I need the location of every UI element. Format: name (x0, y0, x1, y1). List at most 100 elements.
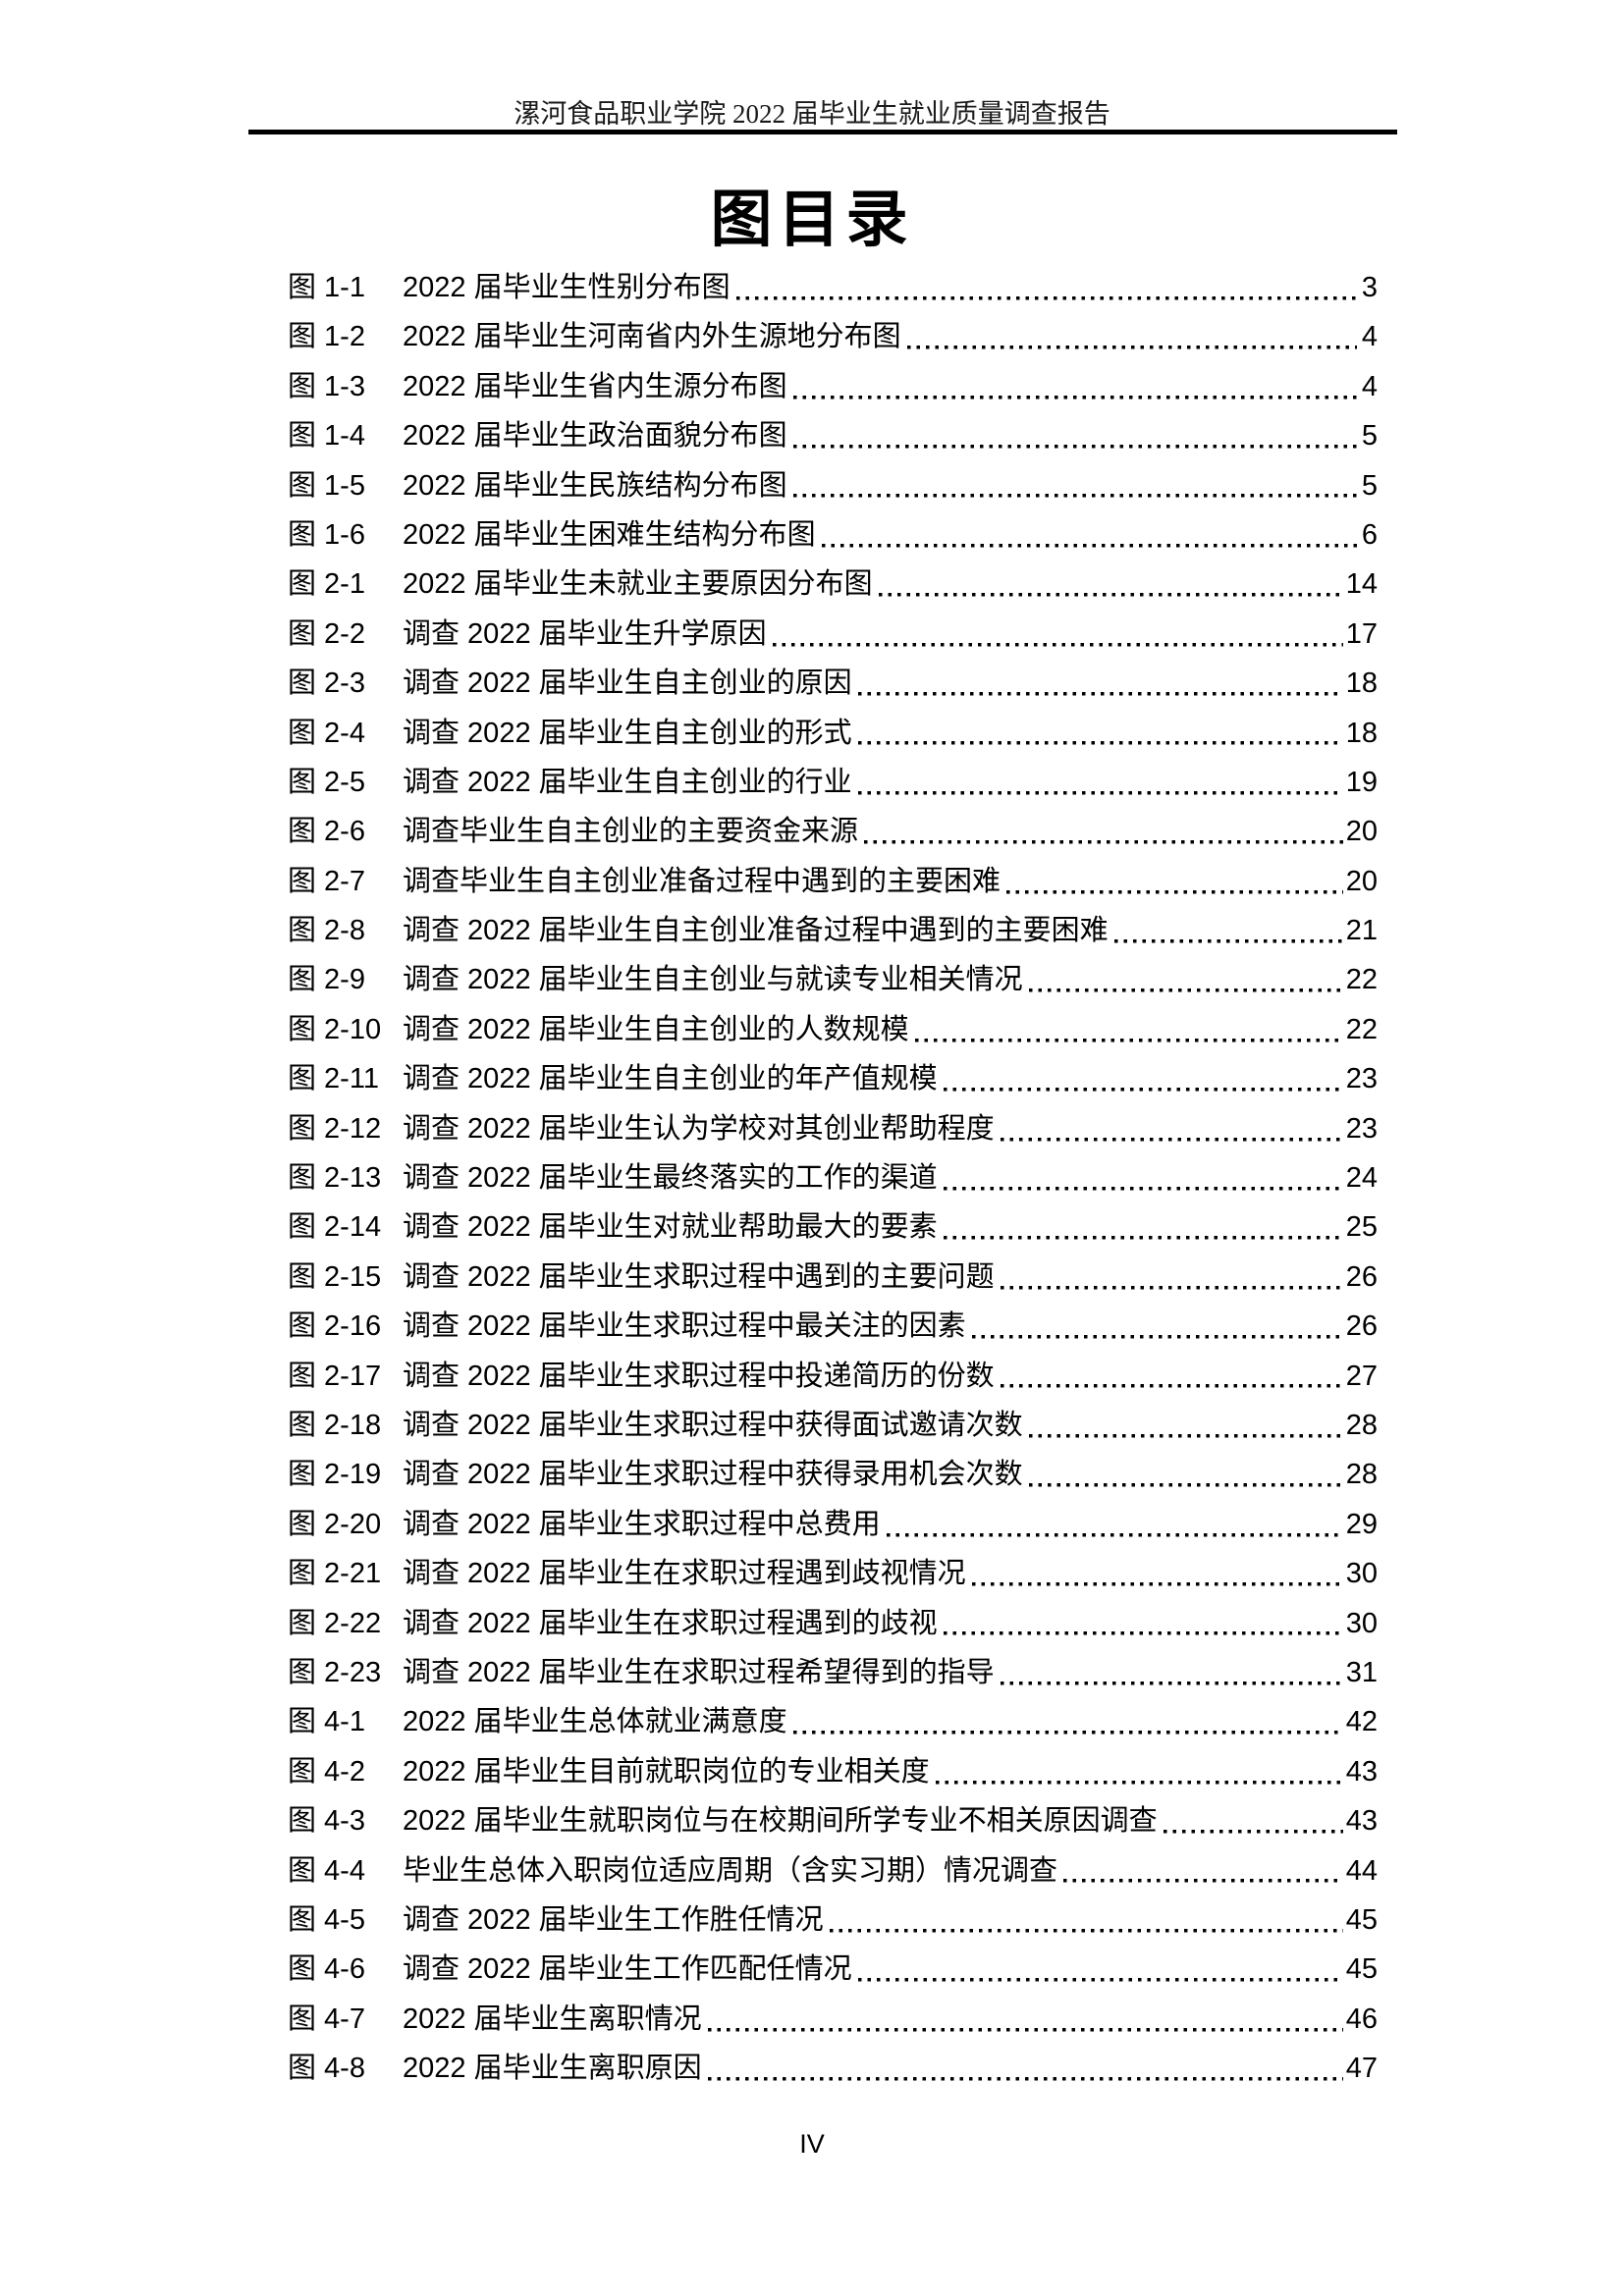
dotted-leader (886, 1499, 1343, 1550)
dotted-leader (1163, 1796, 1343, 1846)
toc-entry[interactable]: 图 4-3 2022 届毕业生就职岗位与在校期间所学专业不相关原因调查 43 (288, 1796, 1378, 1846)
toc-entry[interactable]: 图 2-14 调查 2022 届毕业生对就业帮助最大的要素 25 (288, 1202, 1378, 1253)
toc-entry-title: 调查 2022 届毕业生自主创业的原因 (403, 667, 852, 700)
toc-entry-title: 调查 2022 届毕业生求职过程中获得面试邀请次数 (403, 1409, 1023, 1441)
toc-entry-page-number: 27 (1345, 1360, 1378, 1392)
toc-entry-page-number: 23 (1345, 1112, 1378, 1145)
toc-entry-page-number: 46 (1345, 2002, 1378, 2035)
toc-entry-page-number: 30 (1345, 1558, 1378, 1590)
toc-entry[interactable]: 图 4-4 毕业生总体入职岗位适应周期（含实习期）情况调查 44 (288, 1845, 1378, 1896)
toc-entry[interactable]: 图 2-22 调查 2022 届毕业生在求职过程遇到的歧视 30 (288, 1598, 1378, 1648)
toc-entry[interactable]: 图 2-21 调查 2022 届毕业生在求职过程遇到歧视情况 30 (288, 1549, 1378, 1599)
dotted-leader (878, 560, 1343, 610)
toc-entry[interactable]: 图 2-16 调查 2022 届毕业生求职过程中最关注的因素 26 (288, 1302, 1378, 1352)
toc-entry-page-number: 29 (1345, 1508, 1378, 1540)
toc-entry[interactable]: 图 1-3 2022 届毕业生省内生源分布图 4 (288, 361, 1378, 412)
toc-entry[interactable]: 图 1-6 2022 届毕业生困难生结构分布图 6 (288, 509, 1378, 561)
toc-entry-page-number: 21 (1345, 915, 1378, 947)
toc-entry-title: 调查 2022 届毕业生最终落实的工作的渠道 (403, 1162, 938, 1195)
toc-entry-title: 2022 届毕业生就职岗位与在校期间所学专业不相关原因调查 (403, 1805, 1158, 1838)
toc-entry-label: 图 1-1 (288, 272, 365, 303)
toc-entry-title: 调查 2022 届毕业生认为学校对其创业帮助程度 (403, 1112, 995, 1145)
toc-entry[interactable]: 图 2-13 调查 2022 届毕业生最终落实的工作的渠道 24 (288, 1153, 1378, 1203)
toc-entry-label: 图 1-2 (288, 321, 365, 353)
toc-entry[interactable]: 图 1-4 2022 届毕业生政治面貌分布图 5 (288, 411, 1378, 461)
toc-entry[interactable]: 图 2-1 2022 届毕业生未就业主要原因分布图 14 (288, 560, 1378, 610)
toc-entry[interactable]: 图 1-1 2022 届毕业生性别分布图 3 (288, 263, 1378, 313)
dotted-leader (943, 1598, 1343, 1648)
toc-entry-label: 图 2-7 (288, 865, 365, 897)
toc-entry[interactable]: 图 2-2 调查 2022 届毕业生升学原因 17 (288, 609, 1378, 660)
toc-entry-page-number: 18 (1345, 667, 1378, 700)
toc-entry[interactable]: 图 2-8 调查 2022 届毕业生自主创业准备过程中遇到的主要困难 21 (288, 906, 1378, 956)
toc-entry-label: 图 2-15 (288, 1260, 382, 1293)
toc-entry-label: 图 2-13 (288, 1162, 382, 1195)
toc-entry[interactable]: 图 4-5 调查 2022 届毕业生工作胜任情况 45 (288, 1895, 1378, 1946)
toc-entry[interactable]: 图 2-5 调查 2022 届毕业生自主创业的行业 19 (288, 757, 1378, 808)
toc-entry-title: 2022 届毕业生目前就职岗位的专业相关度 (403, 1755, 930, 1788)
dotted-leader (943, 1054, 1343, 1104)
toc-entry[interactable]: 图 2-20 调查 2022 届毕业生求职过程中总费用 29 (288, 1499, 1378, 1550)
toc-entry-page-number: 45 (1345, 1953, 1378, 1986)
dotted-leader (857, 757, 1343, 808)
toc-entry[interactable]: 图 4-1 2022 届毕业生总体就业满意度 42 (288, 1697, 1378, 1747)
toc-entry-title: 调查 2022 届毕业生自主创业的人数规模 (403, 1013, 909, 1045)
toc-entry[interactable]: 图 2-10 调查 2022 届毕业生自主创业的人数规模 22 (288, 1004, 1378, 1055)
dotted-leader (857, 659, 1343, 709)
dotted-leader (1113, 906, 1343, 956)
dotted-leader (857, 1945, 1343, 1995)
dotted-leader (792, 460, 1357, 510)
toc-entry[interactable]: 图 2-3 调查 2022 届毕业生自主创业的原因 18 (288, 659, 1378, 709)
toc-entry[interactable]: 图 2-17 调查 2022 届毕业生求职过程中投递简历的份数 27 (288, 1351, 1378, 1401)
toc-entry[interactable]: 图 2-6 调查毕业生自主创业的主要资金来源 20 (288, 807, 1378, 857)
toc-entry-page-number: 26 (1345, 1260, 1378, 1293)
toc-entry-title: 调查 2022 届毕业生自主创业与就读专业相关情况 (403, 964, 1023, 996)
toc-entry-title: 调查 2022 届毕业生求职过程中最关注的因素 (403, 1310, 966, 1343)
toc-entry[interactable]: 图 2-18 调查 2022 届毕业生求职过程中获得面试邀请次数 28 (288, 1400, 1378, 1451)
toc-entry[interactable]: 图 2-7 调查毕业生自主创业准备过程中遇到的主要困难 20 (288, 856, 1378, 907)
toc-entry[interactable]: 图 2-4 调查 2022 届毕业生自主创业的形式 18 (288, 708, 1378, 758)
dotted-leader (792, 1697, 1343, 1747)
toc-entry-page-number: 5 (1361, 420, 1378, 453)
toc-entry[interactable]: 图 2-11 调查 2022 届毕业生自主创业的年产值规模 23 (288, 1054, 1378, 1104)
toc-entry[interactable]: 图 2-9 调查 2022 届毕业生自主创业与就读专业相关情况 22 (288, 955, 1378, 1005)
toc-entry-page-number: 43 (1345, 1805, 1378, 1838)
toc-entry-title: 调查 2022 届毕业生对就业帮助最大的要素 (403, 1211, 938, 1244)
toc-entry-page-number: 4 (1361, 321, 1378, 353)
toc-entry[interactable]: 图 1-2 2022 届毕业生河南省内外生源地分布图 4 (288, 312, 1378, 362)
toc-entry-label: 图 2-1 (288, 568, 365, 601)
toc-entry-label: 图 2-3 (288, 667, 365, 700)
dotted-leader (1000, 1647, 1343, 1698)
toc-entry-label: 图 2-16 (288, 1310, 382, 1343)
toc-entry-label: 图 2-12 (288, 1112, 382, 1145)
toc-entry-title: 调查 2022 届毕业生工作匹配任情况 (403, 1953, 852, 1986)
toc-entry[interactable]: 图 4-7 2022 届毕业生离职情况 46 (288, 1994, 1378, 2045)
toc-entry[interactable]: 图 1-5 2022 届毕业生民族结构分布图 5 (288, 460, 1378, 510)
toc-entry-label: 图 1-5 (288, 469, 365, 502)
dotted-leader (735, 263, 1357, 313)
toc-entry[interactable]: 图 4-2 2022 届毕业生目前就职岗位的专业相关度 43 (288, 1746, 1378, 1797)
toc-entry-label: 图 2-9 (288, 964, 365, 996)
toc-entry-label: 图 2-21 (288, 1558, 382, 1590)
toc-entry[interactable]: 图 2-15 调查 2022 届毕业生求职过程中遇到的主要问题 26 (288, 1252, 1378, 1303)
toc-entry-page-number: 31 (1345, 1656, 1378, 1688)
toc-entry-title: 调查 2022 届毕业生在求职过程遇到歧视情况 (403, 1558, 966, 1590)
dotted-leader (792, 411, 1357, 461)
toc-entry-label: 图 4-1 (288, 1706, 365, 1738)
toc-entry[interactable]: 图 2-23 调查 2022 届毕业生在求职过程希望得到的指导 31 (288, 1647, 1378, 1698)
toc-entry[interactable]: 图 2-19 调查 2022 届毕业生求职过程中获得录用机会次数 28 (288, 1450, 1378, 1500)
toc-entry[interactable]: 图 4-8 2022 届毕业生离职原因 47 (288, 2044, 1378, 2094)
dotted-leader (707, 2044, 1343, 2094)
toc-entry-title: 调查 2022 届毕业生自主创业准备过程中遇到的主要困难 (403, 915, 1109, 947)
toc-entry-page-number: 26 (1345, 1310, 1378, 1343)
dotted-leader (1000, 1252, 1343, 1303)
toc-entry-title: 2022 届毕业生未就业主要原因分布图 (403, 568, 873, 601)
toc-entry-page-number: 20 (1345, 865, 1378, 897)
toc-entry[interactable]: 图 4-6 调查 2022 届毕业生工作匹配任情况 45 (288, 1945, 1378, 1995)
toc-entry-label: 图 2-14 (288, 1211, 382, 1244)
toc-entry-title: 调查 2022 届毕业生求职过程中获得录用机会次数 (403, 1459, 1023, 1491)
toc-entry-title: 2022 届毕业生民族结构分布图 (403, 469, 787, 502)
dotted-leader (943, 1153, 1343, 1203)
toc-entry[interactable]: 图 2-12 调查 2022 届毕业生认为学校对其创业帮助程度 23 (288, 1103, 1378, 1154)
